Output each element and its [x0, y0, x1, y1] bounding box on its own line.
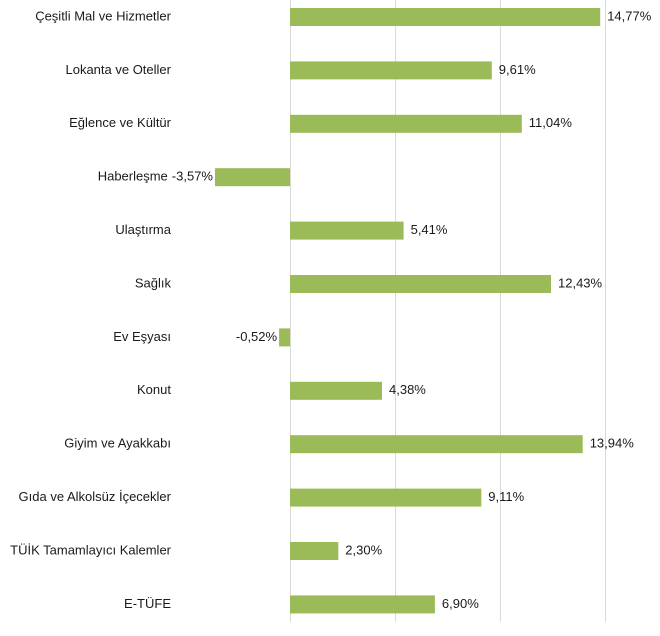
data-label-4: 5,41%	[411, 222, 448, 237]
category-label-7: Konut	[137, 382, 171, 397]
bars	[215, 8, 601, 614]
bar-5	[290, 275, 551, 293]
data-label-1: 9,61%	[499, 62, 536, 77]
bar-0	[290, 8, 601, 26]
data-label-0: 14,77%	[607, 8, 652, 23]
data-label-10: 2,30%	[345, 542, 382, 557]
bar-7	[290, 381, 382, 400]
bar-4	[290, 221, 404, 240]
category-label-5: Sağlık	[135, 275, 172, 290]
bar-1	[290, 61, 492, 80]
category-label-3: Haberleşme	[98, 169, 168, 184]
bar-6	[279, 328, 290, 347]
bar-9	[290, 488, 482, 507]
bar-10	[290, 542, 339, 560]
category-label-0: Çeşitli Mal ve Hizmetler	[35, 8, 171, 23]
grid-lines	[290, 0, 606, 622]
category-label-11: E-TÜFE	[124, 596, 171, 611]
data-label-5: 12,43%	[558, 275, 603, 290]
data-label-7: 4,38%	[389, 382, 426, 397]
category-label-2: Eğlence ve Kültür	[69, 115, 172, 130]
bar-8	[290, 435, 583, 454]
category-label-6: Ev Eşyası	[113, 329, 171, 344]
data-label-11: 6,90%	[442, 596, 479, 611]
data-label-6: -0,52%	[236, 329, 278, 344]
bar-2	[290, 114, 522, 133]
labels: Çeşitli Mal ve Hizmetler 14,77% Lokanta ve…	[10, 8, 652, 610]
bar-3	[215, 168, 290, 187]
data-label-9: 9,11%	[488, 489, 524, 504]
data-label-3: -3,57%	[172, 169, 214, 184]
category-label-9: Gıda ve Alkolsüz İçecekler	[19, 489, 172, 504]
category-label-4: Ulaştırma	[115, 222, 171, 237]
data-label-8: 13,94%	[590, 436, 635, 451]
data-label-2: 11,04%	[529, 115, 573, 130]
category-label-8: Giyim ve Ayakkabı	[64, 436, 171, 451]
category-label-10: TÜİK Tamamlayıcı Kalemler	[10, 542, 172, 557]
bar-11	[290, 595, 435, 614]
category-label-1: Lokanta ve Oteller	[65, 62, 171, 77]
